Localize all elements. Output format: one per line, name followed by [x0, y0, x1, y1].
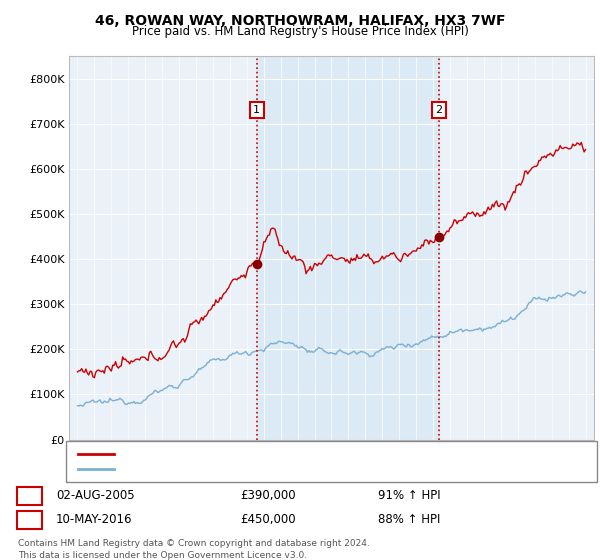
Text: 91% ↑ HPI: 91% ↑ HPI [378, 489, 440, 502]
Text: 46, ROWAN WAY, NORTHOWRAM, HALIFAX, HX3 7WF: 46, ROWAN WAY, NORTHOWRAM, HALIFAX, HX3 … [95, 14, 505, 28]
Text: HPI: Average price, detached house, Calderdale: HPI: Average price, detached house, Cald… [119, 464, 380, 474]
Bar [257, 56, 439, 440]
Text: Contains HM Land Registry data © Crown copyright and database right 2024.
This d: Contains HM Land Registry data © Crown c… [18, 539, 370, 559]
Text: Price paid vs. HM Land Registry's House Price Index (HPI): Price paid vs. HM Land Registry's House … [131, 25, 469, 38]
Text: 1: 1 [253, 105, 260, 115]
Text: 02-AUG-2005: 02-AUG-2005 [56, 489, 134, 502]
Text: £450,000: £450,000 [240, 513, 296, 526]
Text: 88% ↑ HPI: 88% ↑ HPI [378, 513, 440, 526]
Text: 2: 2 [26, 515, 33, 525]
Text: 46, ROWAN WAY, NORTHOWRAM, HALIFAX, HX3 7WF (detached house): 46, ROWAN WAY, NORTHOWRAM, HALIFAX, HX3 … [119, 449, 506, 459]
Text: 10-MAY-2016: 10-MAY-2016 [56, 513, 133, 526]
Text: 2: 2 [435, 105, 442, 115]
Text: 1: 1 [26, 491, 33, 501]
Text: £390,000: £390,000 [240, 489, 296, 502]
